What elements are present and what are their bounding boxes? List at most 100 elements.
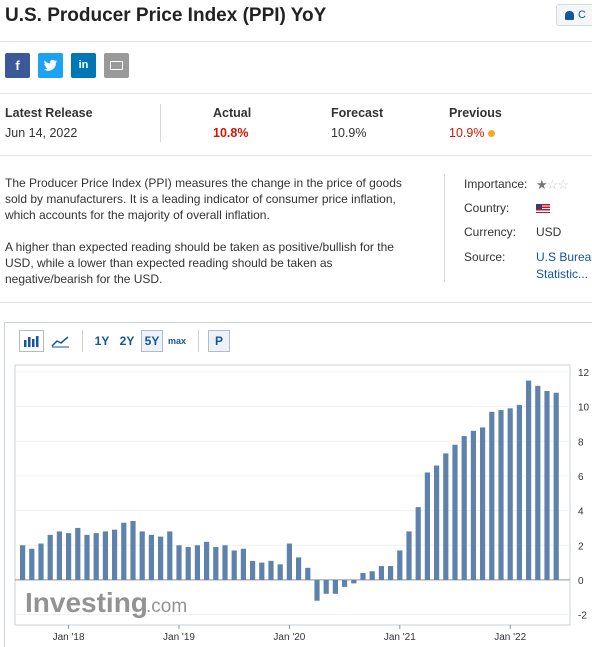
ppi-bar[interactable] <box>204 541 210 580</box>
ppi-bar[interactable] <box>498 410 504 580</box>
ppi-bar[interactable] <box>507 408 513 580</box>
source-link[interactable]: U.S Bureau Statistic... <box>536 250 592 281</box>
ppi-bar[interactable] <box>388 566 394 580</box>
range-2y-button[interactable]: 2Y <box>119 334 135 348</box>
line-chart-type-button[interactable] <box>48 330 73 352</box>
forecast-block: Forecast 10.9% <box>331 106 383 140</box>
p-button[interactable]: P <box>208 330 230 352</box>
range-max-button[interactable]: max <box>167 336 186 346</box>
ppi-bar[interactable] <box>535 385 541 580</box>
bar-chart-type-button[interactable] <box>19 330 44 352</box>
ppi-bar[interactable] <box>112 529 118 580</box>
ppi-bar[interactable] <box>268 560 274 580</box>
ppi-bar[interactable] <box>434 465 440 580</box>
importance-stars: ★☆☆ <box>536 177 569 193</box>
ppi-bar[interactable] <box>553 392 559 580</box>
chart-top-divider <box>0 302 592 303</box>
y-tick-label: 10 <box>578 403 590 414</box>
email-share-button[interactable] <box>104 53 129 78</box>
release-divider <box>160 104 161 142</box>
facebook-share-button[interactable]: f <box>5 53 30 78</box>
revision-dot-icon <box>488 130 496 138</box>
ppi-bar[interactable] <box>452 444 458 580</box>
previous-value-wrap: 10.9% <box>449 126 502 140</box>
ppi-bar[interactable] <box>516 404 522 580</box>
ppi-bar[interactable] <box>415 507 421 580</box>
country-row: Country: <box>464 201 550 215</box>
ppi-bar[interactable] <box>489 411 495 580</box>
ppi-bar[interactable] <box>176 545 182 580</box>
twitter-share-button[interactable] <box>38 53 63 78</box>
ppi-bar[interactable] <box>424 472 430 580</box>
create-alert-button[interactable]: C <box>556 4 592 26</box>
range-5y-button[interactable]: 5Y <box>141 330 163 352</box>
ppi-bar[interactable] <box>406 531 412 580</box>
ppi-bar[interactable] <box>148 534 154 580</box>
ppi-bar[interactable] <box>185 547 191 580</box>
x-tick-label: Jan '21 <box>384 632 416 643</box>
ppi-bar[interactable] <box>75 527 81 580</box>
ppi-bar[interactable] <box>222 545 228 580</box>
share-divider <box>0 93 592 94</box>
ppi-bar[interactable] <box>231 550 237 580</box>
actual-label: Actual <box>213 106 252 120</box>
ppi-bar[interactable] <box>397 550 403 580</box>
latest-release-label: Latest Release <box>5 106 93 120</box>
ppi-bar[interactable] <box>158 536 164 580</box>
ppi-bar[interactable] <box>29 548 35 580</box>
ppi-bar[interactable] <box>84 534 90 580</box>
toolbar-divider <box>198 330 199 352</box>
y-tick-label: 6 <box>578 472 584 483</box>
y-tick-label: 4 <box>578 507 584 518</box>
range-1y-button[interactable]: 1Y <box>94 334 110 348</box>
ppi-bar[interactable] <box>240 548 246 580</box>
ppi-bar[interactable] <box>305 567 311 580</box>
y-tick-label: 12 <box>578 368 590 379</box>
ppi-bar[interactable] <box>470 430 476 580</box>
ppi-bar[interactable] <box>378 566 384 580</box>
star-filled-icon: ★ <box>536 177 548 192</box>
twitter-icon <box>44 59 58 71</box>
ppi-bar[interactable] <box>66 533 72 580</box>
linkedin-share-button[interactable]: in <box>71 53 96 78</box>
ppi-bar[interactable] <box>360 573 366 580</box>
ppi-bar[interactable] <box>56 531 62 580</box>
ppi-bar[interactable] <box>443 453 449 580</box>
ppi-bar[interactable] <box>38 543 44 580</box>
toolbar-divider <box>82 330 83 352</box>
create-alert-label: C <box>578 9 586 21</box>
ppi-bar[interactable] <box>351 579 357 584</box>
event-description: The Producer Price Index (PPI) measures … <box>5 175 410 303</box>
ppi-bar[interactable] <box>102 531 108 580</box>
ppi-bar[interactable] <box>139 531 145 580</box>
ppi-bar[interactable] <box>213 547 219 580</box>
ppi-bar[interactable] <box>277 564 283 580</box>
watermark-brand: Investing <box>25 587 148 618</box>
ppi-bar[interactable] <box>461 436 467 580</box>
ppi-bar[interactable] <box>130 521 136 580</box>
ppi-bar[interactable] <box>296 557 302 580</box>
ppi-bar[interactable] <box>167 531 173 580</box>
x-tick-label: Jan '19 <box>163 632 195 643</box>
ppi-bar[interactable] <box>194 545 200 580</box>
ppi-bar[interactable] <box>526 380 532 580</box>
ppi-bar[interactable] <box>332 579 338 594</box>
ppi-bar[interactable] <box>20 545 26 580</box>
ppi-bar[interactable] <box>480 427 486 580</box>
ppi-bar[interactable] <box>121 522 127 580</box>
x-tick-label: Jan '18 <box>53 632 85 643</box>
country-label: Country: <box>464 201 510 215</box>
ppi-bar[interactable] <box>323 579 329 594</box>
ppi-bar[interactable] <box>342 579 348 587</box>
ppi-bar[interactable] <box>93 533 99 580</box>
ppi-bar[interactable] <box>544 391 550 580</box>
ppi-bar[interactable] <box>47 534 53 580</box>
ppi-bar[interactable] <box>259 562 265 580</box>
watermark-suffix: .com <box>146 596 187 617</box>
ppi-bar[interactable] <box>369 571 375 580</box>
ppi-bar[interactable] <box>314 579 320 601</box>
forecast-label: Forecast <box>331 106 384 120</box>
ppi-bar[interactable] <box>286 543 292 580</box>
ppi-bar[interactable] <box>250 560 256 580</box>
